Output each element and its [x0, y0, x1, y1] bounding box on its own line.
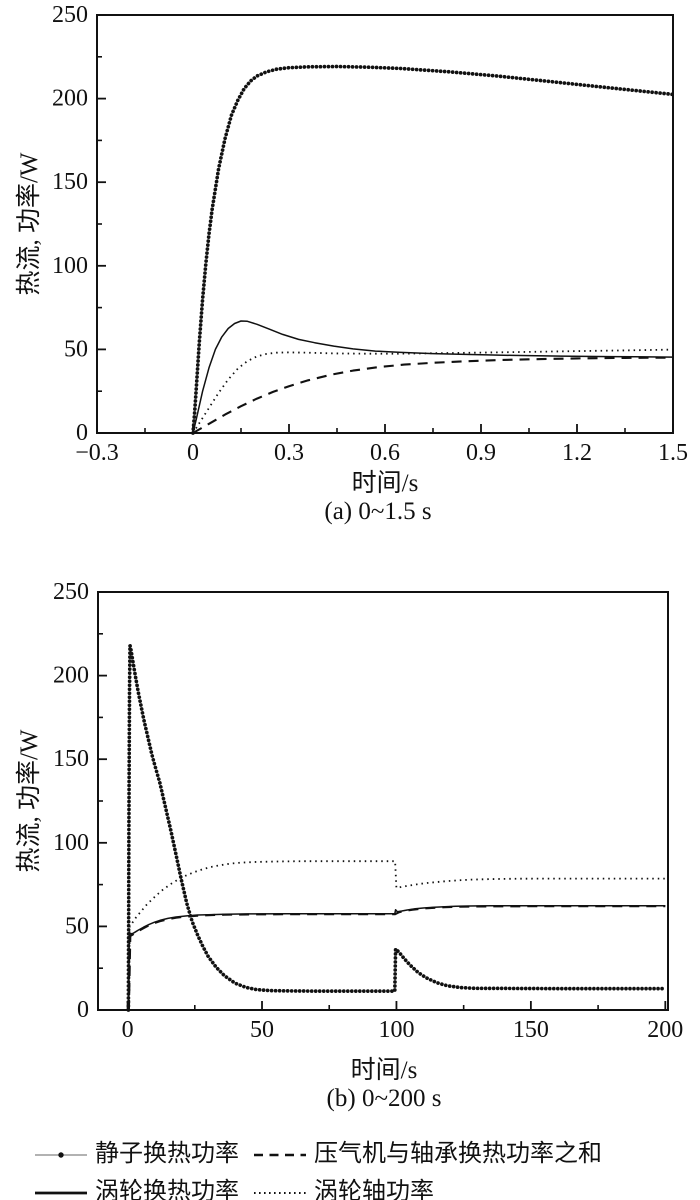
series-dot-markers [191, 64, 675, 435]
chart-b-plot: 0 50 100 150 200 0 50 100 150 200 250 [53, 579, 683, 1043]
legend-label: 涡轮换热功率 [95, 1179, 239, 1200]
legend-label: 压气机与轴承换热功率之和 [314, 1141, 602, 1167]
legend-label: 静子换热功率 [95, 1141, 239, 1167]
x-tick-label: 1.2 [562, 440, 592, 466]
series-dashed [192, 356, 674, 434]
y-tick-label: 0 [76, 420, 88, 446]
y-tick-label: 0 [77, 997, 89, 1023]
y-tick-label: 150 [53, 746, 89, 772]
x-tick-label: −0.3 [75, 440, 119, 466]
x-tick-label: 1.5 [658, 440, 688, 466]
chart-legend: 静子换热功率 压气机与轴承换热功率之和 涡轮换热功率 涡轮轴功率 [34, 1133, 602, 1200]
x-tick-label: 0 [187, 440, 199, 466]
chart-b-caption: (b) 0~200 s [326, 1085, 442, 1112]
x-tick-label: 100 [378, 1017, 414, 1043]
dotted-line-icon [253, 1181, 307, 1197]
legend-entry-turbine-shaft: 涡轮轴功率 [253, 1171, 602, 1200]
series-curves [126, 643, 668, 1012]
y-tick-label: 250 [53, 579, 89, 605]
chart-a-ylabel: 热流, 功率/W [16, 152, 43, 296]
y-tick-label: 200 [53, 663, 89, 689]
legend-label: 涡轮轴功率 [314, 1179, 434, 1200]
series-solid [192, 320, 674, 434]
x-tick-label: 0 [122, 1017, 134, 1043]
series-dashed [127, 905, 666, 1011]
x-tick-label: 0.3 [274, 440, 304, 466]
x-tick-label: 50 [250, 1017, 274, 1043]
chart-b-xlabel: 时间/s [350, 1057, 418, 1084]
y-tick-label: 50 [64, 336, 88, 362]
series-dotted [128, 860, 666, 1011]
chart-a-caption: (a) 0~1.5 s [324, 498, 432, 525]
y-tick-label: 100 [52, 253, 88, 279]
chart-a-xlabel: 时间/s [351, 470, 419, 497]
series-dotted [192, 348, 674, 434]
y-tick-label: 100 [53, 830, 89, 856]
legend-entry-compressor-bearing: 压气机与轴承换热功率之和 [253, 1133, 602, 1168]
y-tick-label: 50 [65, 913, 89, 939]
y-tick-label: 250 [52, 2, 88, 28]
solid-line-icon [34, 1181, 88, 1197]
dashed-line-icon [253, 1143, 307, 1159]
y-tick-label: 200 [52, 86, 88, 112]
y-tick-label: 150 [52, 169, 88, 195]
series-solid [127, 904, 666, 1011]
x-tick-label: 0.9 [466, 440, 496, 466]
line-with-dot-marker-icon [34, 1143, 88, 1159]
axes: 0 50 100 150 200 0 50 100 150 200 250 [53, 579, 683, 1043]
x-tick-label: 150 [513, 1017, 549, 1043]
legend-entry-stator: 静子换热功率 [34, 1133, 239, 1168]
series-dot-markers [126, 643, 668, 1012]
chart-b-ylabel: 热流, 功率/W [16, 729, 43, 873]
legend-entry-turbine: 涡轮换热功率 [34, 1171, 239, 1200]
x-tick-label: 200 [647, 1017, 683, 1043]
series-curves [191, 64, 675, 435]
